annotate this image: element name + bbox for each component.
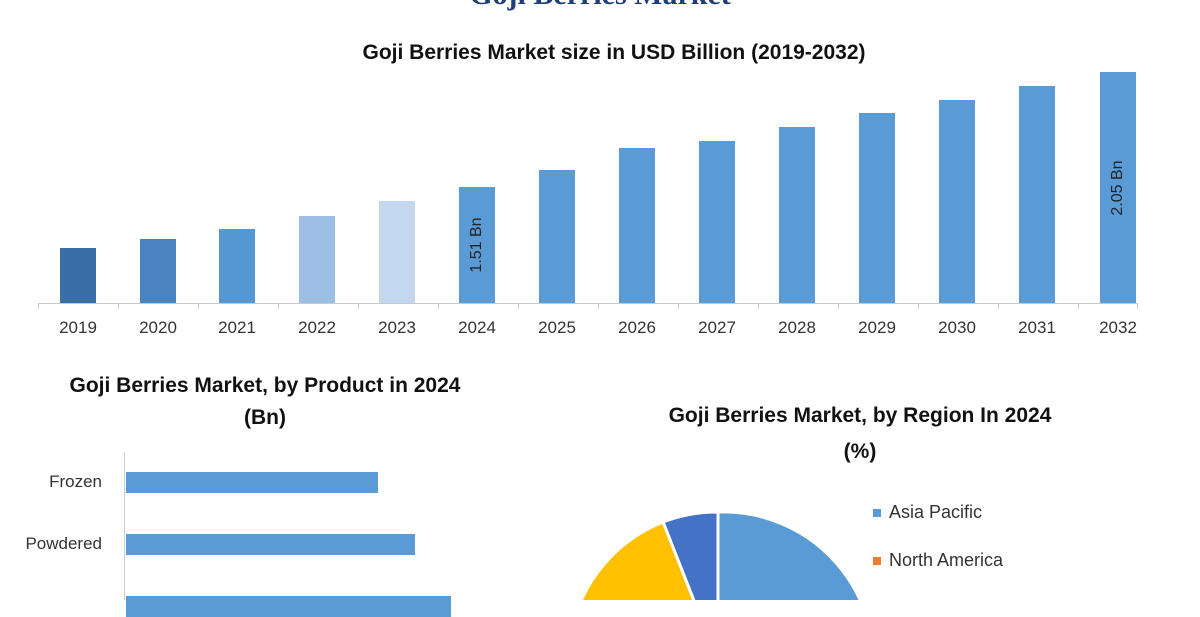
axis-tick: [998, 303, 999, 309]
axis-tick: [38, 303, 39, 309]
x-axis-line: [38, 303, 1138, 304]
axis-tick: [598, 303, 599, 309]
bar-2022: [299, 216, 335, 303]
x-label-2025: 2025: [538, 318, 576, 337]
bar-2031: [1019, 86, 1055, 303]
product-chart-title-line1: Goji Berries Market, by Product in 2024: [69, 374, 461, 397]
legend-swatch-icon: [873, 556, 881, 565]
x-label-2022: 2022: [298, 318, 336, 337]
x-label-2032: 2032: [1099, 318, 1137, 337]
x-label-2024: 2024: [458, 318, 496, 337]
x-label-2019: 2019: [59, 318, 97, 337]
bar-2023: [379, 201, 415, 303]
product-chart-title-line2: (Bn): [244, 406, 286, 429]
bar-2029: [859, 113, 895, 303]
x-label-2028: 2028: [778, 318, 816, 337]
bar-2030: [939, 100, 975, 303]
axis-tick: [198, 303, 199, 309]
bar-label-2032: 2.05 Bn: [1109, 159, 1126, 216]
x-label-2027: 2027: [698, 318, 736, 337]
axis-tick: [358, 303, 359, 309]
x-label-2023: 2023: [378, 318, 416, 337]
bar-2024: 1.51 Bn: [459, 187, 495, 303]
product-bar-third: [126, 596, 451, 617]
product-chart-title: Goji Berries Market, by Product in 2024 …: [0, 370, 530, 434]
x-label-2021: 2021: [218, 318, 256, 337]
axis-tick: [758, 303, 759, 309]
legend-item-asia-pacific: Asia Pacific: [873, 502, 982, 523]
axis-tick: [918, 303, 919, 309]
bar-2027: [699, 141, 735, 303]
bar-label-2024: 1.51 Bn: [468, 217, 485, 273]
axis-tick: [518, 303, 519, 309]
bar-2020: [140, 239, 176, 303]
axis-tick: [438, 303, 439, 309]
x-label-2020: 2020: [139, 318, 177, 337]
product-bar-frozen: [126, 472, 378, 493]
axis-tick: [678, 303, 679, 309]
product-label-frozen: Frozen: [49, 472, 102, 491]
page-title: Goji Berries Market: [0, 0, 1200, 12]
legend-item-north-america: North America: [873, 550, 1003, 571]
bar-2028: [779, 127, 815, 303]
axis-tick: [838, 303, 839, 309]
axis-tick: [1137, 303, 1138, 309]
bar-chart-title: Goji Berries Market size in USD Billion …: [362, 41, 866, 64]
market-size-bar-chart: 1.51 Bn 2.05 Bn 2019 2020 2021 2022 2023…: [38, 60, 1138, 350]
legend-swatch-icon: [873, 508, 881, 517]
pie-slice-middle-east: [579, 520, 696, 600]
axis-tick: [1078, 303, 1079, 309]
bar-2026: [619, 148, 655, 303]
region-pie-chart: [579, 510, 862, 600]
bar-2021: [219, 229, 255, 303]
bar-2019: [60, 248, 96, 303]
product-bar-powdered: [126, 534, 415, 555]
x-label-2031: 2031: [1018, 318, 1056, 337]
bar-2025: [539, 170, 575, 303]
bar-2032: 2.05 Bn: [1100, 72, 1136, 303]
product-label-powdered: Powdered: [25, 534, 102, 553]
axis-tick: [278, 303, 279, 309]
legend-label: Asia Pacific: [889, 502, 983, 522]
region-chart-title-line1: Goji Berries Market, by Region In 2024: [668, 404, 1052, 427]
axis-tick: [118, 303, 119, 309]
x-label-2026: 2026: [618, 318, 656, 337]
legend-label: North America: [889, 550, 1004, 570]
region-chart-title: Goji Berries Market, by Region In 2024 (…: [580, 398, 1140, 470]
x-label-2029: 2029: [858, 318, 896, 337]
pie-slice-asia-pacific: [716, 510, 862, 600]
region-chart-title-line2: (%): [843, 440, 877, 463]
product-y-axis: [124, 452, 125, 600]
x-label-2030: 2030: [938, 318, 976, 337]
